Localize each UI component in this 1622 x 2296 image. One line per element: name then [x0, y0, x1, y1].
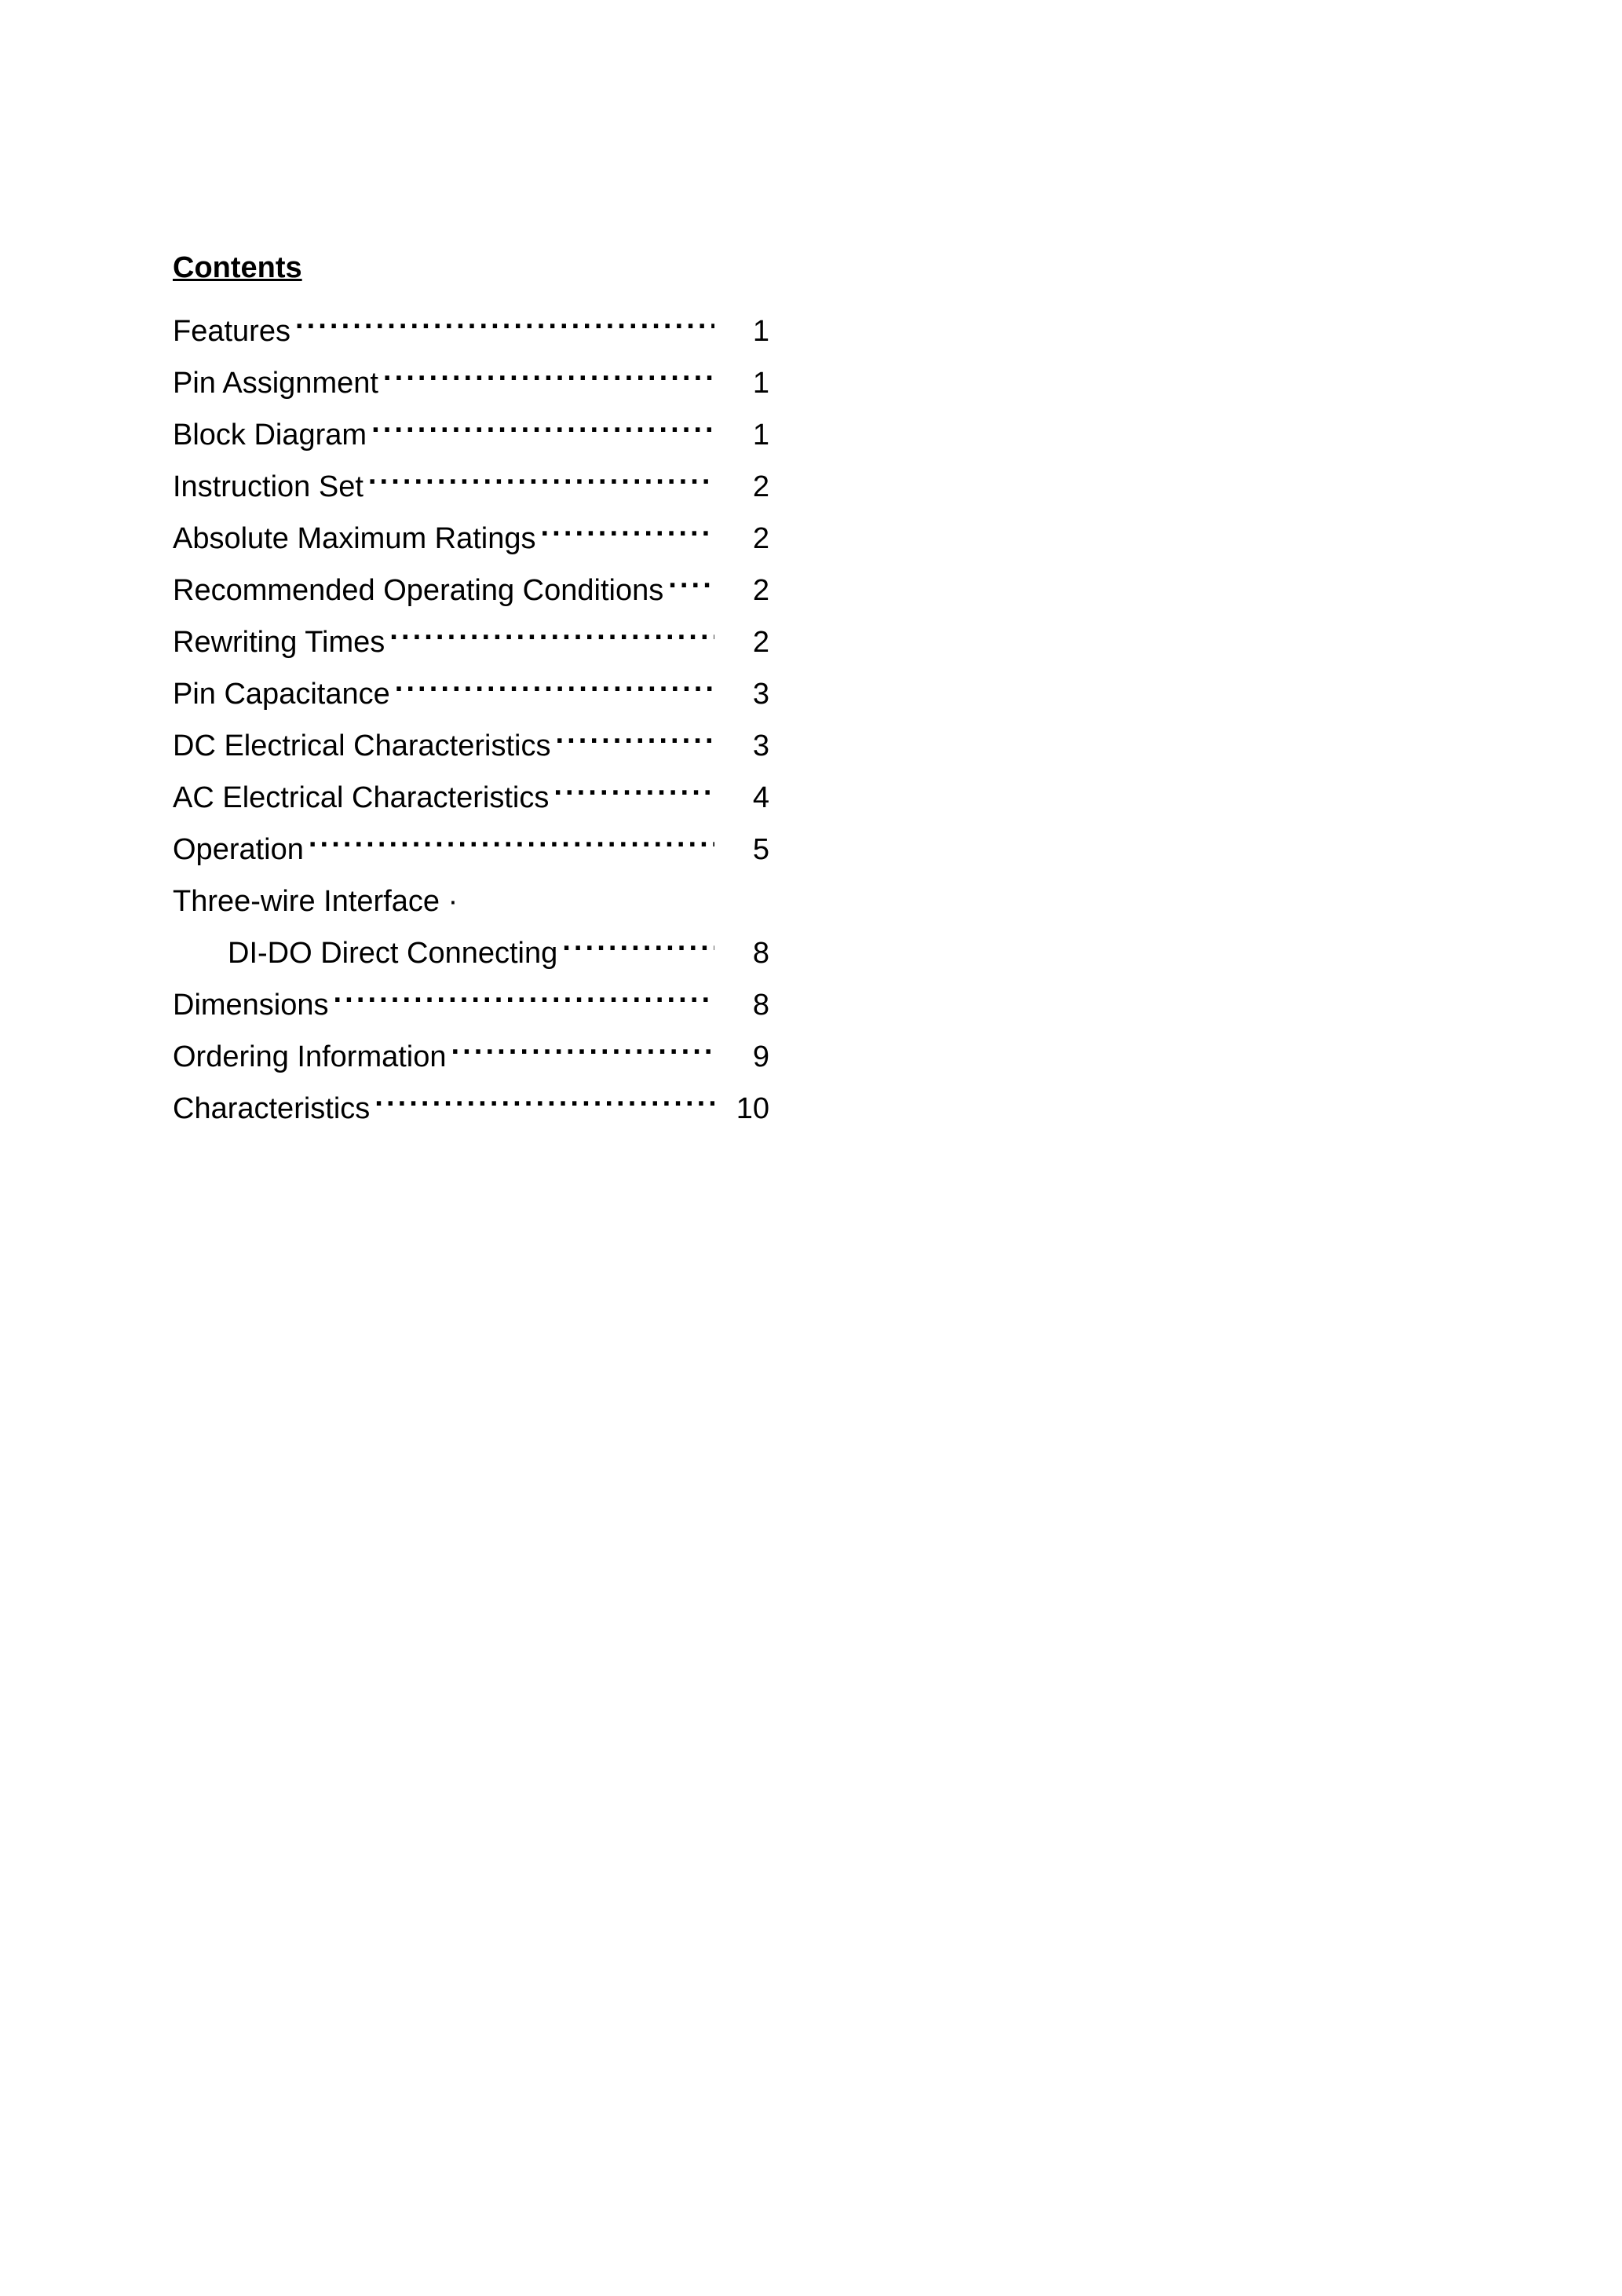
toc-page-number: 1 — [714, 368, 769, 398]
toc-row: Recommended Operating Conditions········… — [173, 576, 769, 605]
toc-row: Ordering Information····················… — [173, 1042, 769, 1072]
toc-leader-dots: ········································… — [663, 571, 714, 601]
toc-page-number: 9 — [714, 1042, 769, 1072]
toc-leader-dots: ········································… — [550, 726, 714, 756]
toc-row: Pin Assignment··························… — [173, 368, 769, 398]
toc-row: Dimensions······························… — [173, 990, 769, 1020]
toc-row: Three-wire Interface ···················… — [173, 887, 769, 916]
toc-row: Pin Capacitance·························… — [173, 679, 769, 709]
toc-leader-dots: ········································… — [385, 623, 714, 653]
toc-page-number: 4 — [714, 783, 769, 813]
toc-page-number: 5 — [714, 835, 769, 865]
toc-leader-dots: ········································… — [536, 519, 714, 549]
toc-leader-dots: ········································… — [378, 364, 714, 393]
toc-label: Ordering Information — [173, 1042, 447, 1072]
toc-page-number: 10 — [714, 1094, 769, 1124]
toc-label: Features — [173, 316, 290, 346]
table-of-contents: Features ································… — [173, 316, 769, 1124]
toc-row: DC Electrical Characteristics···········… — [173, 731, 769, 761]
toc-leader-dots: ········································… — [363, 467, 714, 497]
toc-page-number: 2 — [714, 472, 769, 502]
toc-leader-dots: ········································… — [390, 675, 714, 704]
toc-leader-dots: ········································… — [557, 934, 714, 963]
toc-leader-dots: ········································… — [370, 1089, 714, 1119]
toc-label: Operation — [173, 835, 304, 865]
toc-row: Rewriting Times·························… — [173, 627, 769, 657]
toc-page-number: 1 — [714, 420, 769, 450]
page: Contents Features·······················… — [0, 0, 1622, 2296]
toc-leader-dots: ········································… — [304, 830, 714, 860]
toc-row: Characteristics·························… — [173, 1094, 769, 1124]
toc-page-number: 3 — [714, 679, 769, 709]
toc-label: Block Diagram — [173, 420, 367, 450]
toc-row: Block Diagram···························… — [173, 420, 769, 450]
toc-row: Absolute Maximum Ratings················… — [173, 524, 769, 554]
toc-leader-dots: ········································… — [549, 778, 714, 808]
toc-row: Instruction Set·························… — [173, 472, 769, 502]
toc-page-number: 8 — [714, 990, 769, 1020]
toc-label: AC Electrical Characteristics — [173, 783, 549, 813]
toc-label: Instruction Set — [173, 472, 363, 502]
toc-leader-dots: ········································… — [367, 415, 714, 445]
toc-row: DI-DO Direct Connecting·················… — [173, 938, 769, 968]
toc-row: Operation·······························… — [173, 835, 769, 865]
toc-leader-dots: ········································… — [290, 312, 714, 342]
toc-leader-dots: ········································… — [329, 985, 714, 1015]
contents-block: Contents Features·······················… — [173, 251, 769, 1146]
toc-page-number: 2 — [714, 627, 769, 657]
toc-label: Characteristics — [173, 1094, 370, 1124]
contents-heading: Contents — [173, 251, 769, 285]
toc-label: DI-DO Direct Connecting — [173, 938, 557, 968]
toc-label: Pin Assignment — [173, 368, 378, 398]
toc-row: Features································… — [173, 316, 769, 346]
toc-page-number: 2 — [714, 576, 769, 605]
toc-label: Absolute Maximum Ratings — [173, 524, 536, 554]
toc-page-number: 8 — [714, 938, 769, 968]
toc-page-number: 3 — [714, 731, 769, 761]
toc-label: Dimensions — [173, 990, 329, 1020]
toc-page-number: 2 — [714, 524, 769, 554]
toc-label: Rewriting Times — [173, 627, 385, 657]
toc-label: Three-wire Interface · — [173, 887, 458, 916]
toc-label: Recommended Operating Conditions — [173, 576, 663, 605]
toc-row: AC Electrical Characteristics···········… — [173, 783, 769, 813]
toc-page-number: 1 — [714, 316, 769, 346]
toc-leader-dots: ········································… — [447, 1037, 715, 1067]
toc-label: DC Electrical Characteristics — [173, 731, 550, 761]
toc-label: Pin Capacitance — [173, 679, 390, 709]
